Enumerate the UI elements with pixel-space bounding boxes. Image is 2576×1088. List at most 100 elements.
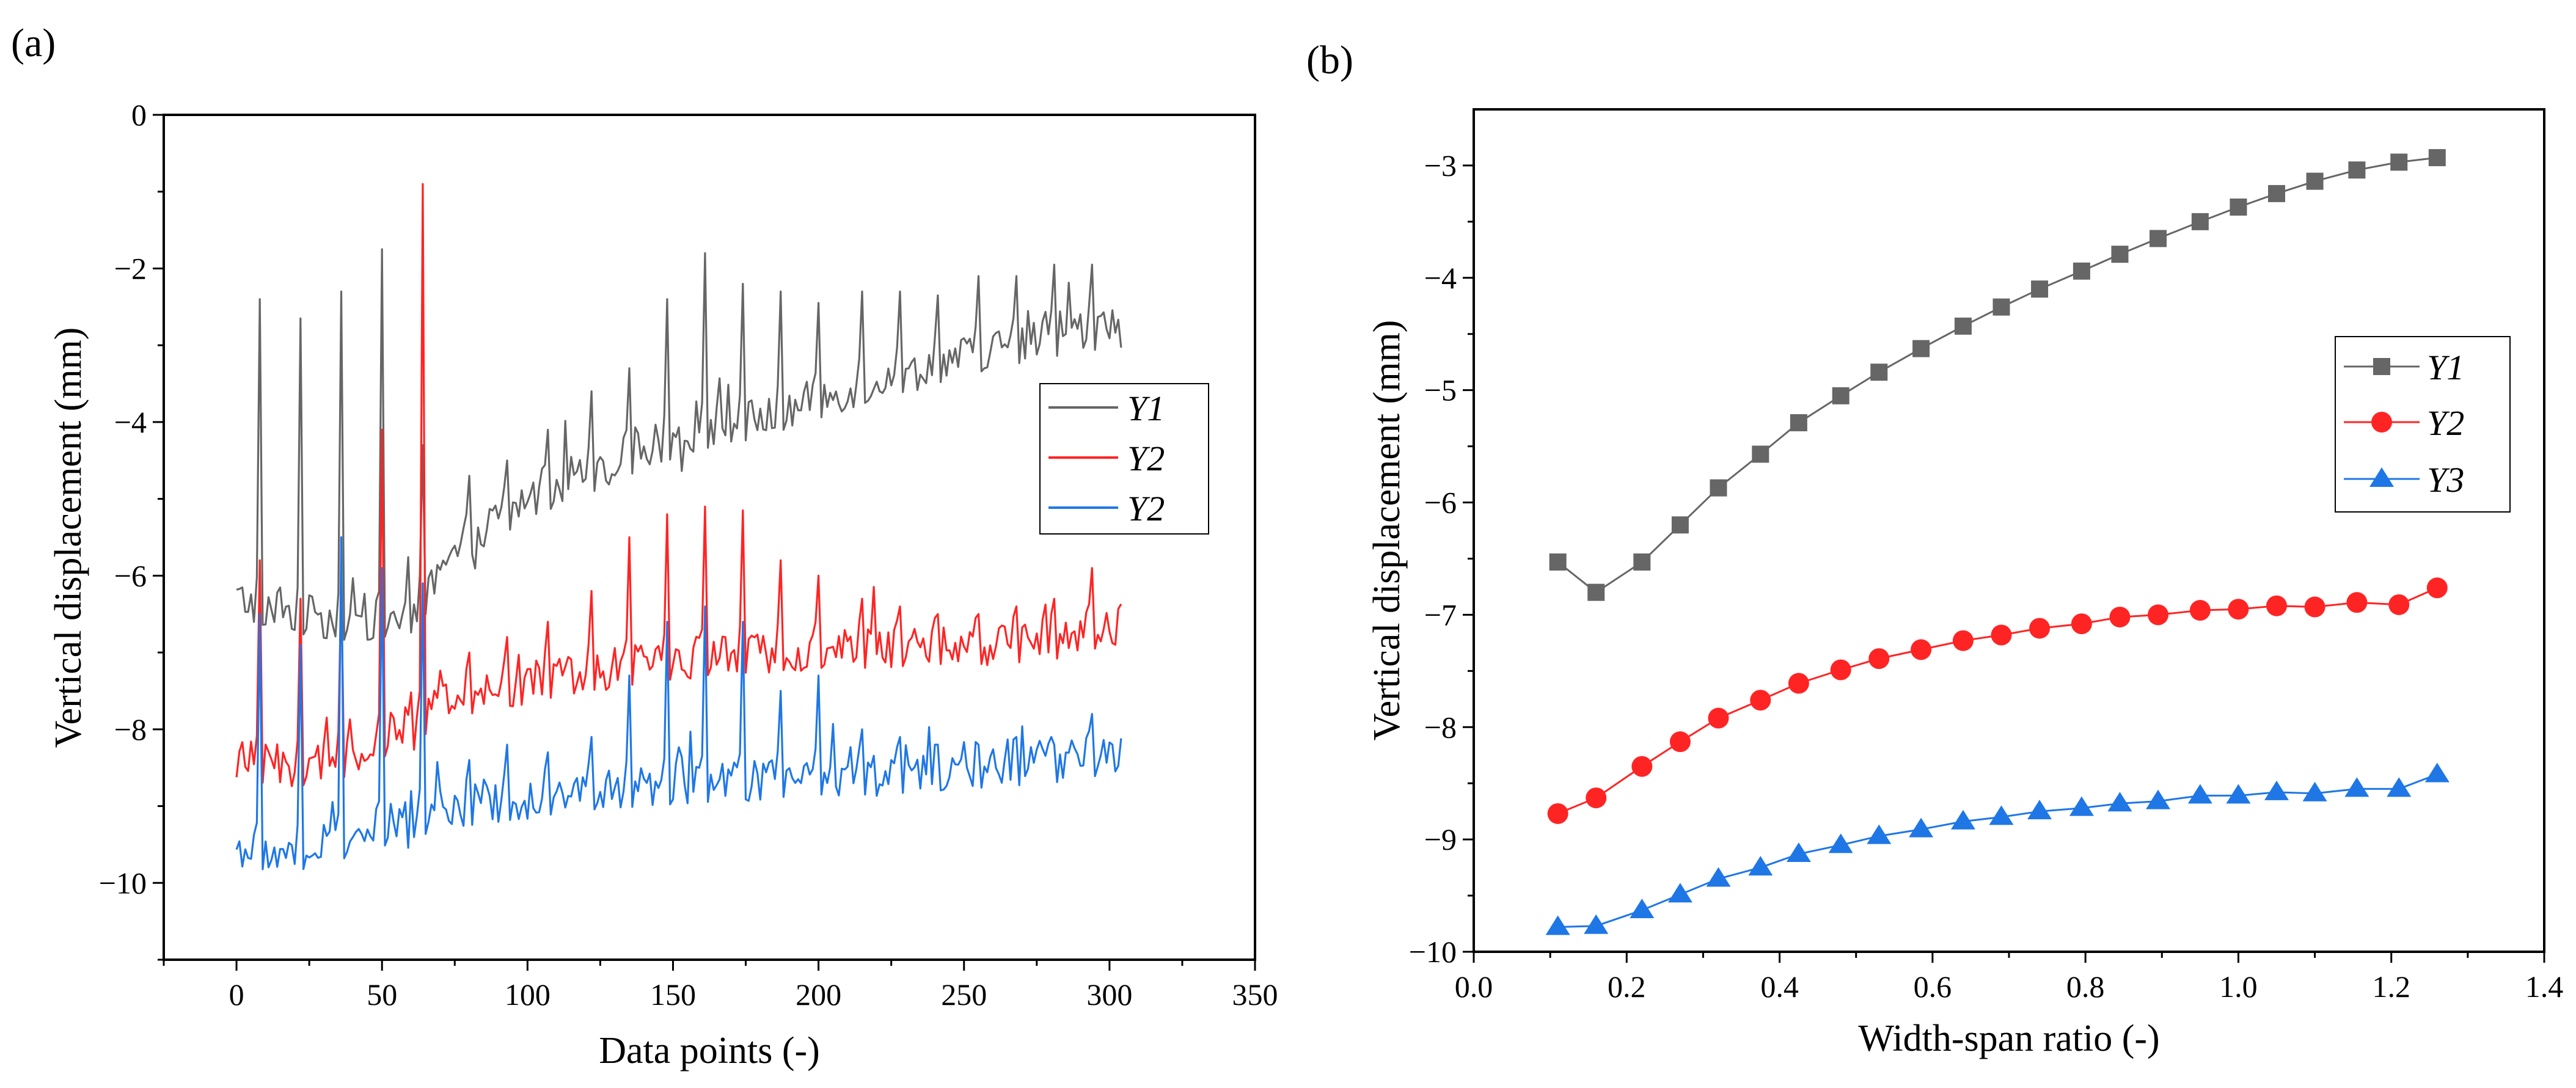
- a-xtick-label-4: 200: [796, 977, 841, 1012]
- point-b-y1-18: [2268, 184, 2285, 202]
- point-b-y1-0: [1549, 553, 1567, 571]
- legend-b-label-y1: Y1: [2427, 348, 2464, 387]
- legend-b-marker-y1: [2373, 358, 2390, 375]
- point-b-y3-11: [1989, 805, 2014, 825]
- point-b-y1-15: [2150, 230, 2167, 247]
- b-ytick-label-2: −8: [1424, 710, 1457, 744]
- point-b-y1-20: [2348, 161, 2366, 179]
- point-b-y3-18: [2264, 780, 2289, 800]
- legend-a-label-y2-blue: Y2: [1127, 489, 1165, 528]
- point-b-y2-14: [2109, 607, 2131, 628]
- panel-b-ylabel: Vertical displacement (mm): [1366, 320, 1408, 741]
- point-b-y3-0: [1545, 915, 1570, 935]
- b-ytick-label-7: −3: [1424, 148, 1457, 183]
- point-b-y2-2: [1631, 756, 1653, 777]
- panel-b-series: [1545, 149, 2450, 935]
- panel-b-xlabel: Width-span ratio (-): [1858, 1018, 2159, 1059]
- a-xtick-label-3: 150: [650, 977, 696, 1012]
- panel-a-ticks: [153, 114, 1256, 971]
- series-line-a-1: [236, 248, 1122, 641]
- point-b-y1-5: [1752, 445, 1769, 463]
- panel-b-legend-box: [2335, 336, 2511, 513]
- a-xtick-label-6: 300: [1086, 977, 1132, 1012]
- panel-b-xtick-labels: 0.0 0.2 0.4 0.6 0.8 1.0 1.2 1.4: [1455, 969, 2564, 1004]
- point-b-y1-4: [1710, 479, 1727, 497]
- point-b-y2-13: [2071, 613, 2092, 635]
- point-b-y2-18: [2266, 595, 2287, 616]
- b-xtick-label-3: 0.6: [1914, 969, 1952, 1004]
- point-b-y1-6: [1790, 414, 1807, 431]
- point-b-y3-9: [1909, 817, 1934, 838]
- series-line-a-3: [235, 536, 1122, 871]
- point-b-y3-21: [2387, 777, 2412, 797]
- panel-a: (a) 0 50 100 150 200 250 300 350 −10 −8 −6 −4 −2 0 D…: [11, 21, 1278, 1072]
- legend-b-marker-y3: [2369, 467, 2394, 487]
- point-b-y3-6: [1786, 842, 1811, 863]
- b-xtick-label-7: 1.4: [2525, 969, 2564, 1004]
- panel-b-label: (b): [1306, 38, 1353, 82]
- series-line-b-y2: [1557, 586, 2438, 815]
- point-b-y2-16: [2189, 600, 2211, 621]
- point-b-y3-13: [2069, 796, 2094, 816]
- legend-a-label-y1: Y1: [1127, 389, 1165, 428]
- panel-b-ticks: [1463, 164, 2545, 963]
- b-xtick-label-1: 0.2: [1608, 969, 1646, 1004]
- a-xtick-label-7: 350: [1232, 977, 1278, 1012]
- point-b-y1-1: [1587, 583, 1605, 601]
- panel-a-ylabel: Vertical displacement (mm): [48, 327, 89, 748]
- b-ytick-label-0: −10: [1409, 935, 1457, 969]
- point-b-y3-10: [1950, 809, 1975, 830]
- panel-a-xlabel: Data points (-): [599, 1030, 820, 1072]
- point-b-y2-20: [2346, 592, 2368, 613]
- panel-a-xtick-labels: 0 50 100 150 200 250 300 350: [229, 977, 1278, 1012]
- panel-a-ytick-labels: −10 −8 −6 −4 −2 0: [99, 98, 147, 900]
- b-xtick-label-5: 1.0: [2219, 969, 2258, 1004]
- point-b-y3-17: [2226, 784, 2251, 804]
- point-b-y2-15: [2148, 604, 2169, 626]
- point-b-y1-21: [2390, 153, 2408, 171]
- point-b-y1-14: [2111, 246, 2129, 263]
- point-b-y1-13: [2073, 262, 2090, 280]
- point-b-y1-22: [2428, 149, 2446, 167]
- panel-a-plot-frame: [163, 114, 1256, 961]
- point-b-y3-5: [1748, 856, 1773, 876]
- b-xtick-label-0: 0.0: [1455, 969, 1493, 1004]
- point-b-y2-12: [2029, 618, 2051, 639]
- point-b-y2-22: [2426, 577, 2448, 599]
- point-b-y1-2: [1633, 553, 1651, 571]
- b-ytick-label-3: −7: [1424, 597, 1457, 632]
- point-b-y2-7: [1830, 659, 1851, 681]
- b-ytick-label-5: −5: [1424, 373, 1457, 407]
- legend-b-label-y3: Y3: [2427, 460, 2464, 500]
- b-xtick-label-6: 1.2: [2372, 969, 2410, 1004]
- b-xtick-label-4: 0.8: [2066, 969, 2105, 1004]
- a-ytick-label-2: −6: [114, 558, 147, 593]
- a-xtick-label-2: 100: [505, 977, 551, 1012]
- point-b-y3-1: [1584, 914, 1609, 934]
- point-b-y3-3: [1667, 883, 1692, 903]
- panel-b: (b) 0.0 0.2 0.4 0.6 0.8 1.0 1.2 1.4 −10 −9 −8 −7 −6…: [1306, 38, 2563, 1059]
- b-ytick-label-6: −4: [1424, 261, 1457, 295]
- point-b-y3-8: [1867, 824, 1892, 844]
- point-b-y2-9: [1911, 639, 1932, 660]
- point-b-y3-16: [2187, 784, 2212, 804]
- point-b-y1-7: [1832, 387, 1850, 404]
- a-xtick-label-5: 250: [941, 977, 987, 1012]
- a-ytick-label-5: 0: [131, 98, 147, 132]
- b-xtick-label-2: 0.4: [1760, 969, 1799, 1004]
- point-b-y1-8: [1870, 363, 1888, 381]
- point-b-y1-11: [1992, 298, 2010, 316]
- point-b-y2-11: [1991, 624, 2012, 646]
- point-b-y2-1: [1586, 787, 1607, 809]
- a-xtick-label-1: 50: [367, 977, 397, 1012]
- point-b-y2-4: [1708, 707, 1729, 729]
- legend-a-label-y2-red: Y2: [1127, 439, 1165, 478]
- point-b-y3-4: [1706, 867, 1731, 887]
- panel-b-ytick-labels: −10 −9 −8 −7 −6 −5 −4 −3: [1409, 148, 1457, 969]
- point-b-y2-19: [2304, 596, 2325, 618]
- point-b-y1-12: [2031, 280, 2049, 298]
- legend-b-label-y2: Y2: [2427, 403, 2464, 443]
- point-b-y2-21: [2388, 594, 2410, 615]
- a-ytick-label-0: −10: [99, 866, 147, 900]
